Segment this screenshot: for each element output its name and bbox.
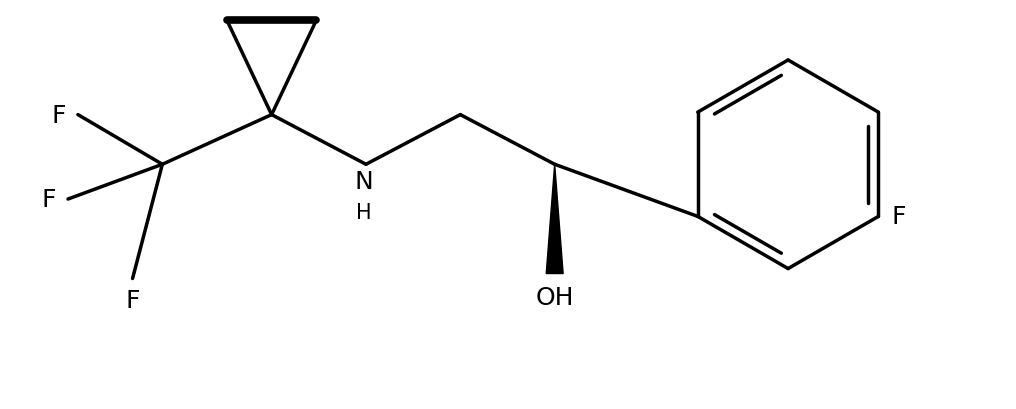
Polygon shape: [547, 165, 563, 274]
Text: N: N: [355, 170, 373, 194]
Text: F: F: [52, 103, 66, 127]
Text: F: F: [125, 289, 140, 312]
Text: F: F: [891, 205, 906, 229]
Text: F: F: [42, 188, 56, 211]
Text: H: H: [357, 202, 372, 222]
Text: OH: OH: [535, 286, 574, 310]
